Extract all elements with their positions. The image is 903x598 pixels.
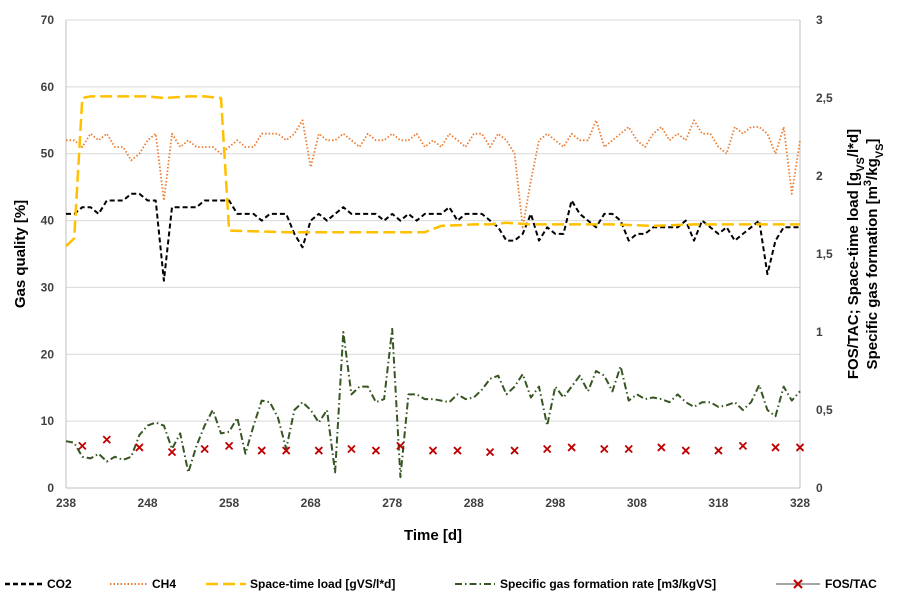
y2-title-line2-sup: 3	[862, 180, 874, 186]
legend-item-specific-gas-formation-rate: Specific gas formation rate [m3/kgVS]	[455, 577, 716, 591]
fos-tac-point	[314, 446, 323, 455]
svg-text:Space-time load [gVS/l*d]: Space-time load [gVS/l*d]	[250, 577, 395, 591]
y2-tick-label: 2	[816, 169, 823, 183]
y2-title-line2-prefix: Specific gas formation [m	[864, 186, 881, 369]
fos-tac-point	[681, 446, 690, 455]
fos-tac-point	[657, 443, 666, 452]
y2-tick-label: 2,5	[816, 91, 833, 105]
fos-tac-point	[347, 444, 356, 454]
y2-axis-ticks: 0 0,5 1 1,5 2 2,5 3	[816, 13, 833, 495]
x-tick-label: 318	[708, 496, 728, 510]
series-line	[66, 192, 800, 282]
x-tick-label: 248	[138, 496, 158, 510]
svg-text:Specific gas formation rate [m: Specific gas formation rate [m3/kgVS]	[500, 577, 716, 591]
y-axis-ticks: 0 10 20 30 40 50 60 70	[41, 13, 55, 495]
fos-tac-point	[485, 447, 495, 457]
x-axis-title: Time [d]	[404, 527, 462, 544]
fos-tac-point	[371, 446, 381, 455]
legend-item-co2: CO2	[5, 577, 72, 591]
fos-tac-point	[567, 443, 576, 452]
y-tick-label: 40	[41, 214, 55, 228]
y2-title-line2-suffix: ]	[864, 139, 881, 144]
y2-tick-label: 0	[816, 481, 823, 495]
fos-tac-point	[78, 441, 87, 451]
fos-tac-point	[135, 443, 144, 452]
x-tick-label: 288	[464, 496, 484, 510]
y2-title-line2-prefix2: /kg	[864, 158, 881, 180]
fos-tac-point	[771, 443, 780, 452]
x-tick-label: 278	[382, 496, 402, 510]
y2-tick-label: 1	[816, 325, 823, 339]
x-tick-label: 298	[545, 496, 565, 510]
x-tick-label: 238	[56, 496, 76, 510]
series-layer	[65, 95, 805, 479]
y-axis-title: Gas quality [%]	[12, 200, 29, 308]
x-axis-ticks: 238 248 258 268 278 288 298 308 318 328	[56, 496, 810, 510]
y-tick-label: 0	[47, 481, 54, 495]
series-co2	[66, 192, 800, 282]
fos-tac-point	[396, 441, 405, 451]
fos-tac-point	[428, 446, 438, 455]
y-tick-label: 10	[41, 414, 55, 428]
x-tick-label: 328	[790, 496, 810, 510]
fos-tac-point	[102, 435, 111, 444]
y-tick-label: 50	[41, 147, 55, 161]
x-tick-label: 268	[301, 496, 321, 510]
svg-text:Specific gas formation [m3/kgV: Specific gas formation [m3/kgVS]	[862, 139, 886, 370]
y2-title-line1-sub: VS	[855, 157, 867, 172]
svg-text:CH4: CH4	[152, 577, 176, 591]
series-line	[66, 119, 801, 229]
legend-item-ch4: CH4	[110, 577, 176, 591]
series-ch4	[66, 119, 801, 229]
y-tick-label: 30	[41, 280, 55, 294]
fos-tac-point	[795, 443, 805, 452]
series-space-time-load-gvs-l-d	[65, 95, 800, 248]
legend: CO2 CH4 Space-time load [gVS/l*d] Specif…	[5, 577, 877, 591]
y-tick-label: 20	[41, 347, 55, 361]
series-line	[65, 327, 801, 479]
fos-tac-point	[624, 444, 633, 454]
x-tick-label: 258	[219, 496, 239, 510]
legend-item-fos-tac: FOS/TAC	[776, 577, 877, 591]
y2-title-line1-suffix: /l*d]	[845, 129, 862, 157]
svg-text:FOS/TAC; Space-time load [gVS/: FOS/TAC; Space-time load [gVS/l*d]	[845, 129, 867, 379]
fos-tac-point	[543, 444, 552, 454]
svg-text:FOS/TAC: FOS/TAC	[825, 577, 877, 591]
fos-tac-point	[510, 446, 519, 455]
legend-item-space-time-load: Space-time load [gVS/l*d]	[206, 577, 395, 591]
y2-axis-title: FOS/TAC; Space-time load [gVS/l*d] Speci…	[845, 129, 886, 379]
y-tick-label: 70	[41, 13, 55, 27]
fos-tac-point	[600, 444, 609, 454]
y2-title-line1-prefix: FOS/TAC; Space-time load [g	[845, 172, 862, 379]
fos-tac-point	[453, 446, 462, 455]
fos-tac-point	[224, 441, 234, 451]
series-line	[65, 95, 800, 248]
fos-tac-point	[282, 446, 291, 455]
fos-tac-point	[257, 446, 266, 455]
fos-tac-point	[738, 441, 748, 451]
fos-tac-point	[167, 447, 177, 457]
y2-tick-label: 3	[816, 13, 823, 27]
fos-tac-point	[714, 446, 723, 455]
y2-title-line2-sub: VS	[874, 144, 886, 159]
x-tick-label: 308	[627, 496, 647, 510]
grid-lines	[65, 19, 801, 489]
svg-text:CO2: CO2	[47, 577, 72, 591]
y2-tick-label: 1,5	[816, 247, 833, 261]
series-specific-gas-formation-rate-m3-kgvs	[65, 327, 801, 479]
fos-tac-point	[200, 444, 209, 454]
y-tick-label: 60	[41, 80, 55, 94]
y2-tick-label: 0,5	[816, 403, 833, 417]
series-fos-tac	[78, 435, 805, 457]
